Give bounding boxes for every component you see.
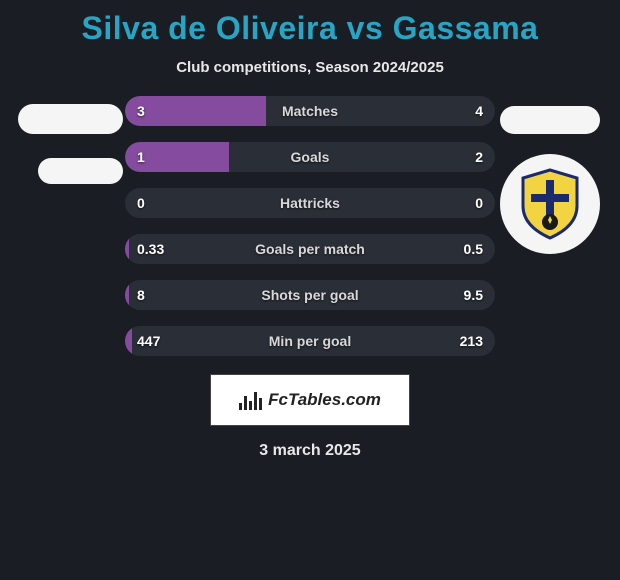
- player-left-badge: [18, 104, 123, 134]
- stat-value-right: 4: [475, 103, 483, 119]
- brand-logo[interactable]: FcTables.com: [210, 374, 410, 426]
- stat-label: Matches: [282, 103, 338, 119]
- page-title: Silva de Oliveira vs Gassama: [82, 10, 539, 47]
- stat-value-right: 9.5: [464, 287, 483, 303]
- stats-bars: 3 Matches 4 1 Goals 2 0 Hattricks 0 0.33 Goals per…: [125, 96, 495, 356]
- stat-fill-left: [125, 326, 132, 356]
- stat-row: 1 Goals 2: [125, 142, 495, 172]
- stat-value-right: 0: [475, 195, 483, 211]
- chart-icon: [239, 390, 262, 410]
- stat-row: 0 Hattricks 0: [125, 188, 495, 218]
- stat-value-left: 8: [137, 287, 145, 303]
- brand-text: FcTables.com: [268, 390, 381, 410]
- shield-icon: [519, 168, 581, 240]
- stat-row: 8 Shots per goal 9.5: [125, 280, 495, 310]
- player-right-badge: [500, 106, 600, 134]
- stat-label: Goals per match: [255, 241, 365, 257]
- stat-value-left: 447: [137, 333, 160, 349]
- stat-value-left: 3: [137, 103, 145, 119]
- stat-row: 3 Matches 4: [125, 96, 495, 126]
- stat-value-left: 1: [137, 149, 145, 165]
- stat-label: Hattricks: [280, 195, 340, 211]
- stat-fill-left: [125, 96, 266, 126]
- date-label: 3 march 2025: [259, 442, 360, 460]
- stat-row: 0.33 Goals per match 0.5: [125, 234, 495, 264]
- stat-fill-left: [125, 280, 129, 310]
- stat-value-left: 0: [137, 195, 145, 211]
- stat-label: Min per goal: [269, 333, 351, 349]
- stat-label: Shots per goal: [261, 287, 358, 303]
- stat-row: 447 Min per goal 213: [125, 326, 495, 356]
- stat-fill-left: [125, 234, 129, 264]
- stat-value-right: 213: [460, 333, 483, 349]
- stat-label: Goals: [291, 149, 330, 165]
- stat-value-right: 0.5: [464, 241, 483, 257]
- comparison-area: 3 Matches 4 1 Goals 2 0 Hattricks 0 0.33 Goals per…: [10, 96, 610, 356]
- subtitle: Club competitions, Season 2024/2025: [176, 59, 444, 76]
- player-left-badge-secondary: [38, 158, 123, 184]
- stat-value-right: 2: [475, 149, 483, 165]
- stat-value-left: 0.33: [137, 241, 164, 257]
- club-crest-right: [500, 154, 600, 254]
